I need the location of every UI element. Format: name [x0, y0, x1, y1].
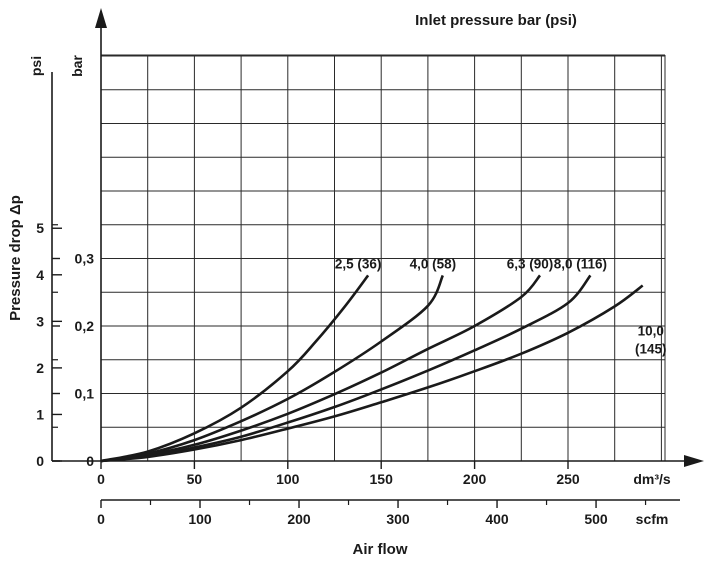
psi-tick-label: 0 [36, 453, 44, 469]
x-tick-label: 50 [187, 471, 203, 487]
psi-tick-label: 3 [36, 313, 44, 329]
x-tick-label: 0 [97, 471, 105, 487]
x-axis-title: Air flow [353, 541, 408, 558]
bar-tick-label: 0,1 [75, 386, 95, 402]
series-label: 2,5 (36) [335, 256, 382, 271]
scfm-tick-label: 300 [386, 511, 410, 527]
series-label: 10,0 [638, 324, 664, 339]
series-line [100, 274, 370, 463]
series-label: (145) [635, 342, 667, 357]
x-tick-label: 150 [370, 471, 394, 487]
scfm-tick-label: 200 [287, 511, 311, 527]
series-label: 4,0 (58) [410, 256, 457, 271]
series-line [100, 274, 592, 463]
scfm-tick-label: 500 [584, 511, 608, 527]
y-unit-bar: bar [69, 55, 85, 77]
x-tick-label: 100 [276, 471, 300, 487]
psi-tick-label: 1 [36, 406, 44, 422]
x-unit-secondary: scfm [636, 511, 669, 527]
x-unit-primary: dm³/s [633, 471, 671, 487]
series-line [100, 284, 644, 463]
y-unit-psi: psi [28, 56, 44, 76]
chart-title: Inlet pressure bar (psi) [415, 12, 577, 29]
scfm-tick-label: 100 [188, 511, 212, 527]
y-axis-arrow [95, 8, 107, 28]
series-line [100, 274, 445, 463]
bar-tick-label: 0,2 [75, 318, 95, 334]
bar-tick-label: 0,3 [75, 251, 95, 267]
psi-tick-label: 2 [36, 360, 44, 376]
y-axis-title: Pressure drop Δp [7, 195, 24, 321]
chart-grid [101, 54, 666, 461]
bar-tick-label: 0 [86, 453, 94, 469]
x-axis-arrow [684, 455, 704, 467]
chart-axes [51, 8, 704, 508]
psi-tick-label: 5 [36, 220, 44, 236]
series-label: 8,0 (116) [554, 256, 607, 271]
chart-series [100, 274, 644, 463]
psi-tick-label: 4 [36, 267, 44, 283]
x-tick-label: 250 [556, 471, 580, 487]
series-line [100, 274, 542, 463]
x-tick-label: 200 [463, 471, 487, 487]
series-label: 6,3 (90) [507, 256, 554, 271]
scfm-tick-label: 0 [97, 511, 105, 527]
scfm-tick-label: 400 [485, 511, 509, 527]
